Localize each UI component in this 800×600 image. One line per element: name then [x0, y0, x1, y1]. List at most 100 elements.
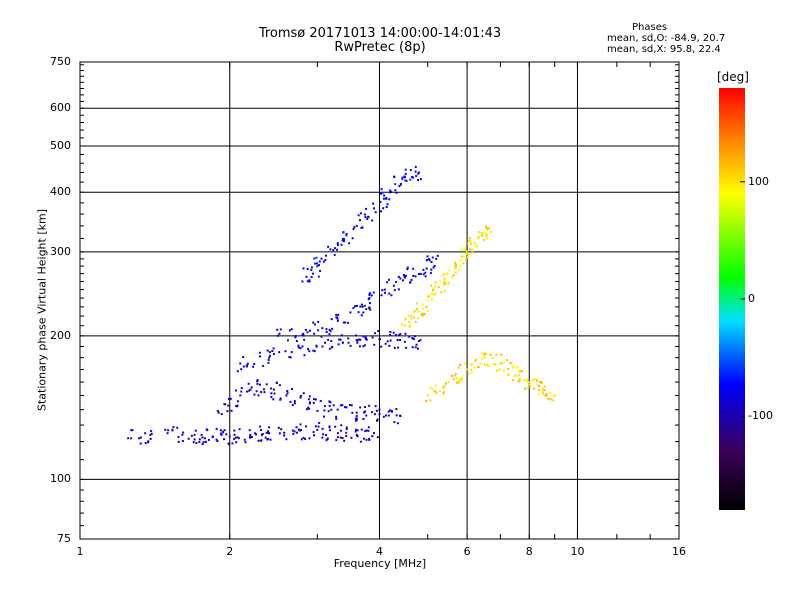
- data-point: [318, 260, 321, 263]
- data-point: [471, 251, 474, 254]
- data-point: [518, 377, 521, 380]
- data-point: [416, 307, 419, 310]
- data-point: [192, 441, 195, 444]
- data-point: [484, 352, 487, 355]
- data-point: [415, 302, 418, 305]
- data-point: [425, 267, 428, 270]
- y-tick-label: 100: [50, 472, 71, 486]
- data-point: [538, 385, 541, 388]
- data-point: [479, 362, 482, 365]
- data-point: [422, 268, 425, 271]
- data-point: [194, 429, 197, 432]
- data-point: [385, 206, 388, 209]
- data-point: [349, 311, 352, 314]
- data-point: [473, 242, 476, 245]
- data-point: [269, 438, 272, 441]
- data-point: [523, 378, 526, 381]
- data-point: [329, 248, 332, 251]
- data-point: [414, 170, 417, 173]
- chart-subtitle: RwPretec (8p): [334, 40, 426, 55]
- data-point: [534, 377, 537, 380]
- data-point: [543, 385, 546, 388]
- data-point: [258, 351, 261, 354]
- data-point: [357, 311, 360, 314]
- data-point: [263, 391, 266, 394]
- x-axis-label: Frequency [MHz]: [333, 557, 427, 570]
- data-point: [138, 437, 141, 440]
- data-point: [368, 297, 371, 300]
- data-point: [216, 409, 219, 412]
- data-point: [144, 432, 147, 435]
- data-point: [430, 292, 433, 295]
- data-point: [541, 392, 544, 395]
- data-point: [409, 281, 412, 284]
- data-point: [486, 364, 489, 367]
- data-point: [428, 259, 431, 262]
- data-point: [371, 219, 374, 222]
- data-point: [171, 429, 174, 432]
- data-point: [325, 254, 328, 257]
- data-point: [408, 324, 411, 327]
- data-point: [404, 172, 407, 175]
- data-point: [380, 210, 383, 213]
- data-point: [444, 382, 447, 385]
- data-point: [265, 431, 268, 434]
- data-point: [315, 256, 318, 259]
- data-point: [267, 358, 270, 361]
- data-point: [335, 417, 338, 420]
- colorbar-tick-label: -100: [748, 409, 773, 423]
- data-point: [360, 303, 363, 306]
- data-point: [297, 346, 300, 349]
- data-point: [355, 414, 358, 417]
- data-point: [544, 394, 547, 397]
- data-point: [320, 335, 323, 338]
- data-point: [253, 393, 256, 396]
- data-point: [333, 254, 336, 257]
- data-point: [466, 368, 469, 371]
- data-point: [356, 429, 359, 432]
- data-point: [462, 255, 465, 258]
- data-point: [360, 428, 363, 431]
- data-point: [328, 328, 331, 331]
- data-point: [236, 370, 239, 373]
- data-point: [190, 434, 193, 437]
- data-point: [203, 437, 206, 440]
- data-point: [467, 256, 470, 259]
- data-point: [491, 357, 494, 360]
- data-point: [272, 398, 275, 401]
- data-point: [313, 398, 316, 401]
- data-point: [387, 414, 390, 417]
- data-point: [201, 436, 204, 439]
- data-point: [246, 362, 249, 365]
- data-point: [415, 175, 418, 178]
- data-point: [443, 283, 446, 286]
- data-point: [291, 429, 294, 432]
- data-point: [332, 404, 335, 407]
- data-point: [313, 323, 316, 326]
- data-point: [447, 282, 450, 285]
- data-point: [357, 338, 360, 341]
- data-point: [517, 370, 520, 373]
- data-point: [481, 358, 484, 361]
- data-point: [510, 362, 513, 365]
- data-point: [385, 414, 388, 417]
- data-point: [460, 248, 463, 251]
- data-point: [267, 361, 270, 364]
- data-point: [294, 334, 297, 337]
- data-point: [244, 441, 247, 444]
- data-point: [227, 442, 230, 445]
- data-point: [325, 434, 328, 437]
- data-point: [443, 385, 446, 388]
- data-point: [378, 337, 381, 340]
- data-point: [453, 264, 456, 267]
- data-point: [380, 345, 383, 348]
- data-point: [509, 361, 512, 364]
- data-point: [327, 338, 330, 341]
- data-point: [276, 381, 279, 384]
- data-point: [355, 224, 358, 227]
- data-point: [226, 410, 229, 413]
- data-point: [310, 276, 313, 279]
- data-point: [286, 392, 289, 395]
- data-point: [364, 216, 367, 219]
- data-point: [526, 378, 529, 381]
